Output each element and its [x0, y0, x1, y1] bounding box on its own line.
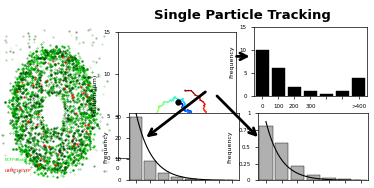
Bar — [272, 68, 285, 96]
Bar — [288, 87, 301, 96]
X-axis label: Separation (s): Separation (s) — [288, 114, 332, 119]
Y-axis label: Frequency: Frequency — [104, 130, 109, 163]
Bar — [259, 126, 273, 180]
Text: Single Particle Tracking: Single Particle Tracking — [154, 9, 331, 22]
Bar — [307, 175, 320, 180]
Y-axis label: Position (μm): Position (μm) — [93, 74, 98, 116]
Bar — [185, 179, 197, 180]
Bar — [144, 161, 156, 180]
Bar — [338, 179, 352, 180]
Bar — [352, 78, 365, 96]
Text: Static Imaging: Static Imaging — [12, 11, 98, 20]
Bar — [275, 143, 288, 180]
Text: LAMP1-EYFP: LAMP1-EYFP — [4, 169, 31, 173]
Bar — [304, 91, 317, 96]
Y-axis label: Frequency: Frequency — [228, 130, 233, 163]
Bar — [320, 94, 333, 96]
Text: ECFP-Rab7: ECFP-Rab7 — [4, 158, 28, 161]
Text: 10 μm: 10 μm — [66, 171, 79, 175]
Bar — [291, 166, 304, 180]
Bar — [158, 173, 169, 180]
Bar — [130, 117, 142, 180]
Bar — [335, 91, 349, 96]
Bar — [322, 178, 336, 180]
Y-axis label: Frequency: Frequency — [229, 45, 234, 78]
Bar — [255, 50, 269, 96]
Bar — [171, 177, 183, 180]
X-axis label: Position (μm): Position (μm) — [156, 176, 197, 181]
